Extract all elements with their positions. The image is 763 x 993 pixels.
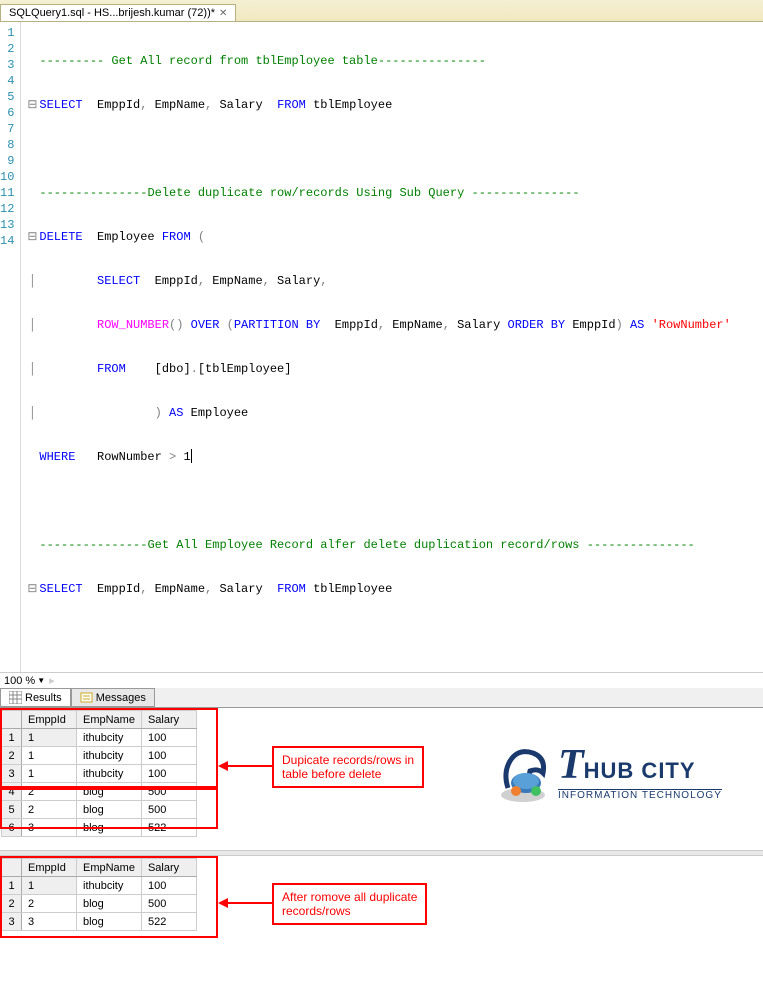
logo-icon [488, 733, 558, 808]
arrow-icon [218, 756, 272, 776]
file-tab[interactable]: SQLQuery1.sql - HS...brijesh.kumar (72))… [0, 4, 236, 21]
annotation-box [0, 788, 218, 829]
collapse-icon[interactable]: ⊟ [25, 229, 39, 245]
text-cursor [191, 449, 192, 463]
logo: T HUB CITY INFORMATION TECHNOLOGY [488, 733, 738, 808]
annotation-box [0, 856, 218, 938]
chevron-down-icon[interactable]: ▼ [37, 676, 45, 685]
line-gutter: 123 456 789 101112 1314 [0, 22, 21, 672]
code-editor[interactable]: 123 456 789 101112 1314 --------- Get Al… [0, 22, 763, 672]
collapse-icon[interactable]: ⊟ [25, 97, 39, 113]
annotation-box [0, 708, 218, 788]
code-content[interactable]: --------- Get All record from tblEmploye… [21, 22, 730, 672]
zoom-bar: 100 %▼ ▸ [0, 672, 763, 688]
close-icon[interactable]: ✕ [219, 8, 227, 19]
callout-after: After romove all duplicaterecords/rows [272, 883, 427, 925]
callout-before: Dupicate records/rows intable before del… [272, 746, 424, 788]
editor-tab-bar: SQLQuery1.sql - HS...brijesh.kumar (72))… [0, 0, 763, 22]
messages-icon [80, 691, 93, 704]
results-tab-bar: Results Messages [0, 688, 763, 708]
tab-results[interactable]: Results [0, 688, 71, 707]
tab-messages[interactable]: Messages [71, 688, 155, 707]
grid-icon [9, 691, 22, 704]
tab-title: SQLQuery1.sql - HS...brijesh.kumar (72))… [9, 7, 215, 19]
arrow-icon [218, 893, 272, 913]
zoom-level[interactable]: 100 % [4, 675, 35, 687]
results-pane: EmppIdEmpNameSalary 11ithubcity100 21ith… [0, 708, 763, 993]
